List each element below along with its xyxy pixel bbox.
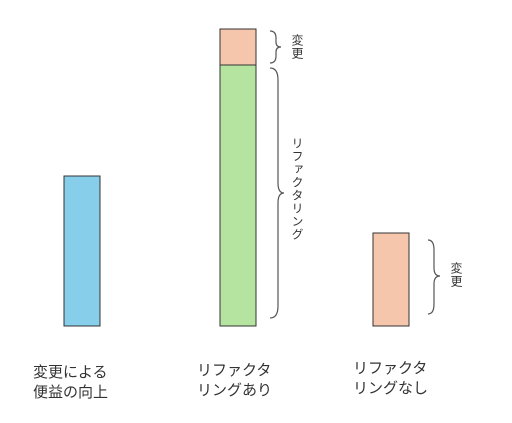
benefit-label-line1: 変更による bbox=[33, 363, 108, 381]
benefit-label: 変更による 便益の向上 bbox=[33, 362, 108, 402]
with-refactoring-label-line1: リファクタ bbox=[197, 361, 272, 379]
with-refactoring-label-line2: リングあり bbox=[197, 381, 273, 399]
change-label-without-refactoring: 変更 bbox=[449, 262, 463, 288]
change-brace-without-refactoring bbox=[427, 239, 441, 315]
without-refactoring-label: リファクタ リングなし bbox=[353, 358, 428, 398]
without-refactoring-label-line1: リファクタ bbox=[353, 359, 428, 377]
refactoring-segment bbox=[219, 64, 257, 327]
without-refactoring-label-line2: リングなし bbox=[353, 379, 429, 397]
change-bar-without-refactoring bbox=[372, 232, 410, 327]
change-segment-with-refactoring bbox=[219, 28, 257, 66]
change-brace-with-refactoring bbox=[269, 30, 282, 64]
with-refactoring-label: リファクタ リングあり bbox=[197, 360, 272, 400]
refactoring-brace bbox=[269, 67, 285, 319]
change-label-with-refactoring: 変更 bbox=[290, 34, 304, 60]
benefit-label-line2: 便益の向上 bbox=[33, 383, 109, 401]
benefit-bar bbox=[63, 175, 101, 327]
refactoring-label: リファクタリング bbox=[290, 137, 304, 241]
